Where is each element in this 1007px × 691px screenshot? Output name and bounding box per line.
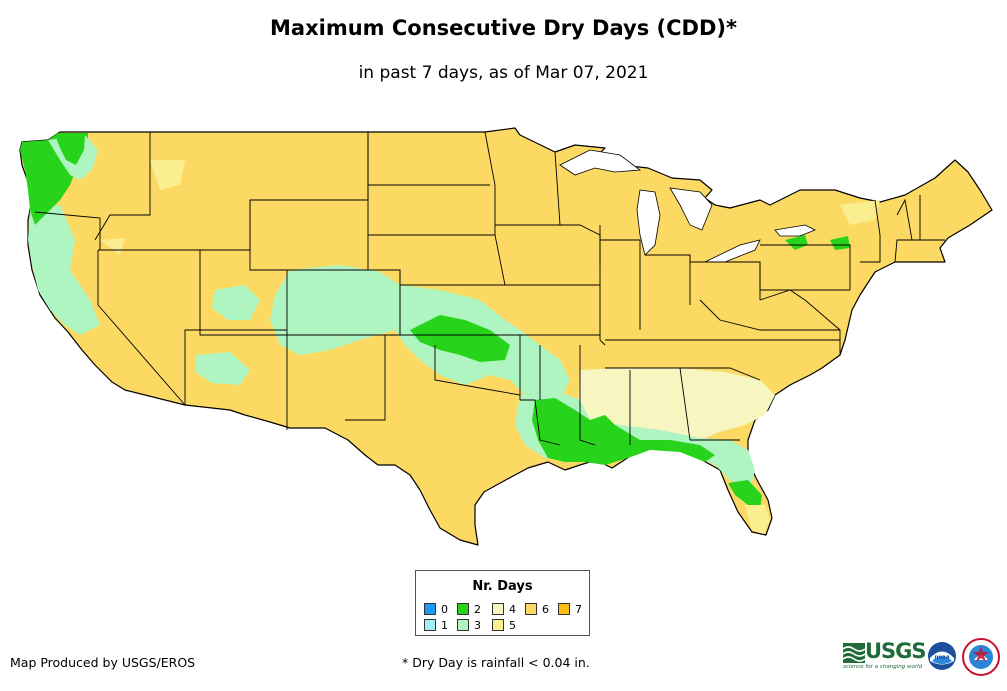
legend-swatch	[492, 603, 504, 615]
legend-item-0: 0	[424, 603, 448, 616]
legend-swatch	[457, 603, 469, 615]
legend-item-2: 2	[457, 603, 481, 616]
northwest-2day-area-b	[55, 134, 85, 165]
nws-logo-icon	[962, 638, 1000, 676]
legend-swatch	[558, 603, 570, 615]
legend-swatch	[424, 619, 436, 631]
lake-ontario	[774, 224, 816, 237]
west-coast-3day-area	[28, 205, 100, 335]
legend-label: 1	[441, 619, 448, 632]
lake-superior	[559, 149, 642, 176]
gulf-2day-area	[532, 398, 715, 465]
legend-swatch	[457, 619, 469, 631]
legend-swatch	[492, 619, 504, 631]
legend-label: 7	[575, 603, 582, 616]
usgs-wordmark: USGS	[865, 639, 927, 663]
legend: Nr. Days 0 1 2 3 4 5 6 7	[415, 570, 590, 636]
colorado-3day-area	[270, 265, 405, 355]
legend-item-4: 4	[492, 603, 516, 616]
legend-label: 0	[441, 603, 448, 616]
legend-swatch	[424, 603, 436, 615]
kansas-oklahoma-2day-area	[410, 315, 510, 362]
lake-michigan	[636, 189, 661, 256]
legend-label: 5	[509, 619, 516, 632]
usgs-tagline: science for a changing world	[843, 664, 923, 670]
legend-label: 6	[542, 603, 549, 616]
legend-title: Nr. Days	[472, 579, 533, 594]
legend-label: 3	[474, 619, 481, 632]
us-dry-days-map	[19, 127, 993, 546]
legend-item-3: 3	[457, 619, 481, 632]
noaa-wordmark: noaa	[934, 655, 949, 661]
legend-label: 4	[509, 603, 516, 616]
new-york-2day-patches	[785, 235, 850, 250]
arizona-3day-patch	[195, 352, 250, 385]
southeast-4day-area	[578, 368, 775, 445]
legend-item-1: 1	[424, 619, 448, 632]
florida-5day-tip	[745, 505, 770, 534]
map-title: Maximum Consecutive Dry Days (CDD)*	[270, 16, 737, 40]
legend-swatch	[525, 603, 537, 615]
usgs-logo: USGS science for a changing world	[843, 639, 927, 672]
map-subtitle: in past 7 days, as of Mar 07, 2021	[358, 63, 649, 83]
legend-label: 2	[474, 603, 481, 616]
state-boundaries	[34, 131, 945, 446]
usgs-wave-icon	[843, 643, 865, 663]
noaa-logo-icon: noaa	[928, 642, 956, 670]
legend-item-7: 7	[558, 603, 582, 616]
florida-2day-area	[728, 480, 762, 510]
dry-day-footnote: * Dry Day is rainfall < 0.04 in.	[402, 655, 590, 670]
northeast-5day-patches	[100, 160, 880, 255]
legend-item-5: 5	[492, 619, 516, 632]
utah-3day-patches	[212, 285, 260, 320]
map-credit: Map Produced by USGS/EROS	[10, 655, 196, 670]
legend-item-6: 6	[525, 603, 549, 616]
lake-huron	[669, 187, 713, 231]
